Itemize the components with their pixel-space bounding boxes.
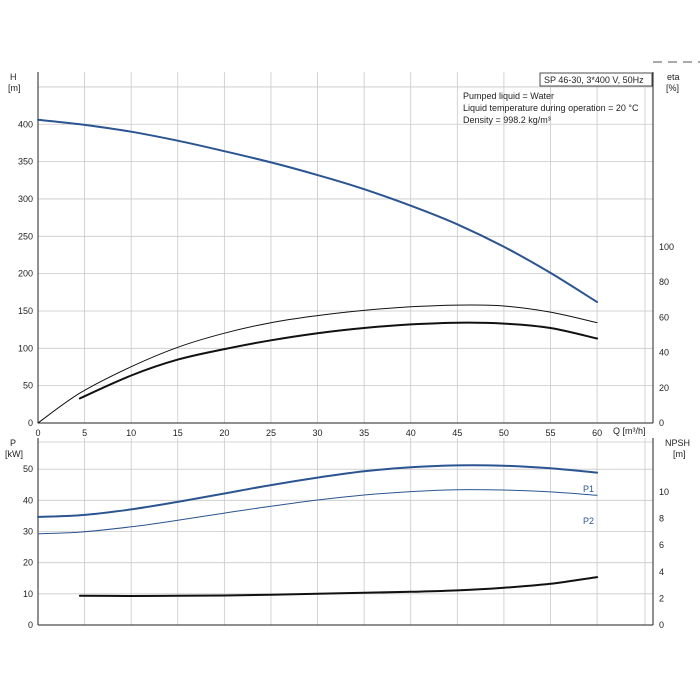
info-title-box [539,72,653,87]
h-tick-label: 150 [18,306,33,316]
p-tick-label: 50 [23,464,33,474]
head-curve [37,118,599,303]
x-tick-label: 35 [359,428,369,438]
power-curve-p2 [37,489,598,535]
x-tick-label: 40 [406,428,416,438]
x-tick-label: 20 [219,428,229,438]
x-tick-label: 55 [545,428,555,438]
npsh-tick-label: 6 [659,540,664,550]
info-title: SP 46-30, 3*400 V, 50Hz [544,75,644,85]
efficiency-curve-pump [78,321,599,400]
top-right-axis-symbol: eta [667,72,680,82]
p-tick-label: 30 [23,527,33,537]
p-tick-label: 10 [23,589,33,599]
bottom-curves [37,464,599,598]
x-tick-label: 25 [266,428,276,438]
eta-tick-label: 40 [659,348,669,358]
x-tick-label: 15 [173,428,183,438]
npsh-tick-label: 8 [659,514,664,524]
h-tick-label: 300 [18,194,33,204]
x-tick-label: 60 [592,428,602,438]
top-curves [37,118,599,424]
h-tick-label: 350 [18,157,33,167]
h-tick-label: 100 [18,343,33,353]
series-label-p2: P2 [583,516,594,526]
eta-tick-label: 100 [659,242,674,252]
eta-tick-label: 0 [659,418,664,428]
x-axis-label: Q [m³/h] [613,426,646,436]
bottom-left-axis-symbol: P [10,438,16,448]
info-line-1: Pumped liquid = Water [463,91,554,101]
bottom-tick-labels: 0 10 20 30 40 50 0 2 4 6 8 10 [23,464,669,630]
top-grid [38,72,653,423]
series-label-p1: P1 [583,484,594,494]
bottom-right-axis-symbol: NPSH [665,438,690,448]
x-tick-label: 30 [313,428,323,438]
h-tick-label: 250 [18,231,33,241]
npsh-tick-label: 0 [659,620,664,630]
h-tick-label: 0 [28,418,33,428]
npsh-tick-label: 10 [659,487,669,497]
top-left-axis-symbol: H [10,72,17,82]
x-tick-label: 10 [126,428,136,438]
eta-tick-label: 80 [659,277,669,287]
h-tick-label: 400 [18,119,33,129]
eta-tick-label: 20 [659,383,669,393]
bottom-right-axis-unit: [m] [673,449,686,459]
bottom-axes [37,438,654,626]
info-line-3: Density = 998.2 kg/m³ [463,115,551,125]
info-box: SP 46-30, 3*400 V, 50Hz Pumped liquid = … [463,72,653,125]
x-tick-label: 5 [82,428,87,438]
top-left-axis-unit: [m] [8,83,21,93]
h-tick-label: 200 [18,269,33,279]
h-tick-label: 50 [23,381,33,391]
x-tick-label: 50 [499,428,509,438]
p-tick-label: 20 [23,558,33,568]
bottom-left-axis-unit: [kW] [5,449,23,459]
info-line-2: Liquid temperature during operation = 20… [463,103,639,113]
eta-tick-label: 60 [659,312,669,322]
top-right-axis-unit: [%] [666,83,679,93]
x-tick-label: 0 [35,428,40,438]
p-tick-label: 40 [23,495,33,505]
top-tick-labels: 0 5 10 15 20 25 30 35 40 45 50 55 600501001502002503… [18,119,674,438]
npsh-tick-label: 4 [659,567,664,577]
npsh-tick-label: 2 [659,593,664,603]
top-axes [37,72,654,424]
power-curve-p1 [37,464,599,518]
power-npsh-panel: 0 10 20 30 40 50 0 2 4 6 8 10 P [kW] NPSH [m] P1 P2 [5,438,690,630]
efficiency-curve-total [37,304,598,424]
npsh-curve [78,576,599,598]
p-tick-label: 0 [28,620,33,630]
x-tick-label: 45 [452,428,462,438]
head-efficiency-panel: 0 5 10 15 20 25 30 35 40 45 50 55 600501001502002503… [8,72,680,438]
